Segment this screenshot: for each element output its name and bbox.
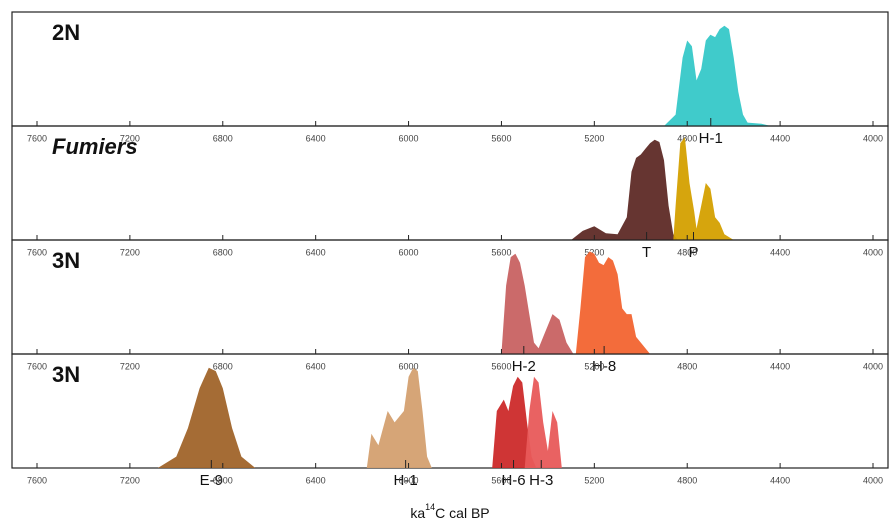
x-tick-label: 6000 <box>399 475 419 485</box>
x-axis-title-superscript: 14 <box>425 502 435 512</box>
x-tick-label: 4800 <box>677 475 697 485</box>
density-area <box>664 25 771 127</box>
series-label: H-8 <box>592 358 616 375</box>
x-tick-label: 4000 <box>863 247 883 257</box>
x-tick-label: 7200 <box>120 361 140 371</box>
x-tick-label: 4400 <box>770 247 790 257</box>
x-tick-label: 7200 <box>120 475 140 485</box>
x-tick-label: 4000 <box>863 361 883 371</box>
x-tick-label: 4400 <box>770 361 790 371</box>
x-tick-label: 6800 <box>213 361 233 371</box>
x-tick-label: 6400 <box>306 133 326 143</box>
x-tick-label: 7600 <box>27 475 47 485</box>
series-label: H-1 <box>699 130 723 147</box>
series-label: H-6 <box>501 472 525 489</box>
series-label: E-9 <box>200 472 223 489</box>
x-tick-label: 6400 <box>306 247 326 257</box>
density-area <box>575 251 651 354</box>
x-tick-label: 4800 <box>677 247 697 257</box>
series-label: T <box>642 244 651 261</box>
x-tick-label: 4400 <box>770 475 790 485</box>
series-label: P <box>688 244 698 261</box>
density-area <box>673 137 734 240</box>
density-area <box>366 367 432 468</box>
x-tick-label: 6800 <box>213 247 233 257</box>
x-tick-label: 5600 <box>491 247 511 257</box>
x-tick-label: 5600 <box>491 361 511 371</box>
x-axis-title-prefix: ka <box>410 505 425 521</box>
x-axis-title: ka14C cal BP <box>410 502 489 520</box>
x-tick-label: 5200 <box>584 247 604 257</box>
panel-frame <box>11 239 889 355</box>
x-tick-label: 7600 <box>27 133 47 143</box>
panel-frame <box>11 11 889 127</box>
series-label: H-1 <box>394 472 418 489</box>
x-tick-label: 7600 <box>27 247 47 257</box>
density-area <box>492 376 537 468</box>
x-tick-label: 7200 <box>120 133 140 143</box>
x-tick-label: 6000 <box>399 133 419 143</box>
x-tick-label: 5200 <box>584 475 604 485</box>
series-label: H-3 <box>529 472 553 489</box>
density-area <box>524 376 562 468</box>
x-tick-label: 6400 <box>306 475 326 485</box>
x-tick-label: 7600 <box>27 361 47 371</box>
x-tick-label: 4400 <box>770 133 790 143</box>
x-tick-label: 5600 <box>491 475 511 485</box>
x-tick-label: 6800 <box>213 475 233 485</box>
x-tick-label: 4800 <box>677 361 697 371</box>
series-label: H-2 <box>512 358 536 375</box>
panel-frame <box>11 125 889 241</box>
x-tick-label: 4000 <box>863 133 883 143</box>
x-tick-label: 5600 <box>491 133 511 143</box>
x-tick-label: 6000 <box>399 247 419 257</box>
x-tick-label: 6800 <box>213 133 233 143</box>
density-area <box>157 367 256 468</box>
panel-label: 3N <box>52 248 80 273</box>
panel-label: 2N <box>52 20 80 45</box>
density-area <box>571 139 678 240</box>
x-tick-label: 4800 <box>677 133 697 143</box>
panel-frame <box>11 353 889 469</box>
density-area <box>501 253 574 354</box>
x-tick-label: 5200 <box>584 361 604 371</box>
x-tick-label: 7200 <box>120 247 140 257</box>
panel-label: Fumiers <box>52 134 138 159</box>
x-tick-label: 6400 <box>306 361 326 371</box>
x-tick-label: 5200 <box>584 133 604 143</box>
x-tick-label: 6000 <box>399 361 419 371</box>
x-axis-title-suffix: C cal BP <box>435 505 489 521</box>
panel-label: 3N <box>52 362 80 387</box>
x-tick-label: 4000 <box>863 475 883 485</box>
